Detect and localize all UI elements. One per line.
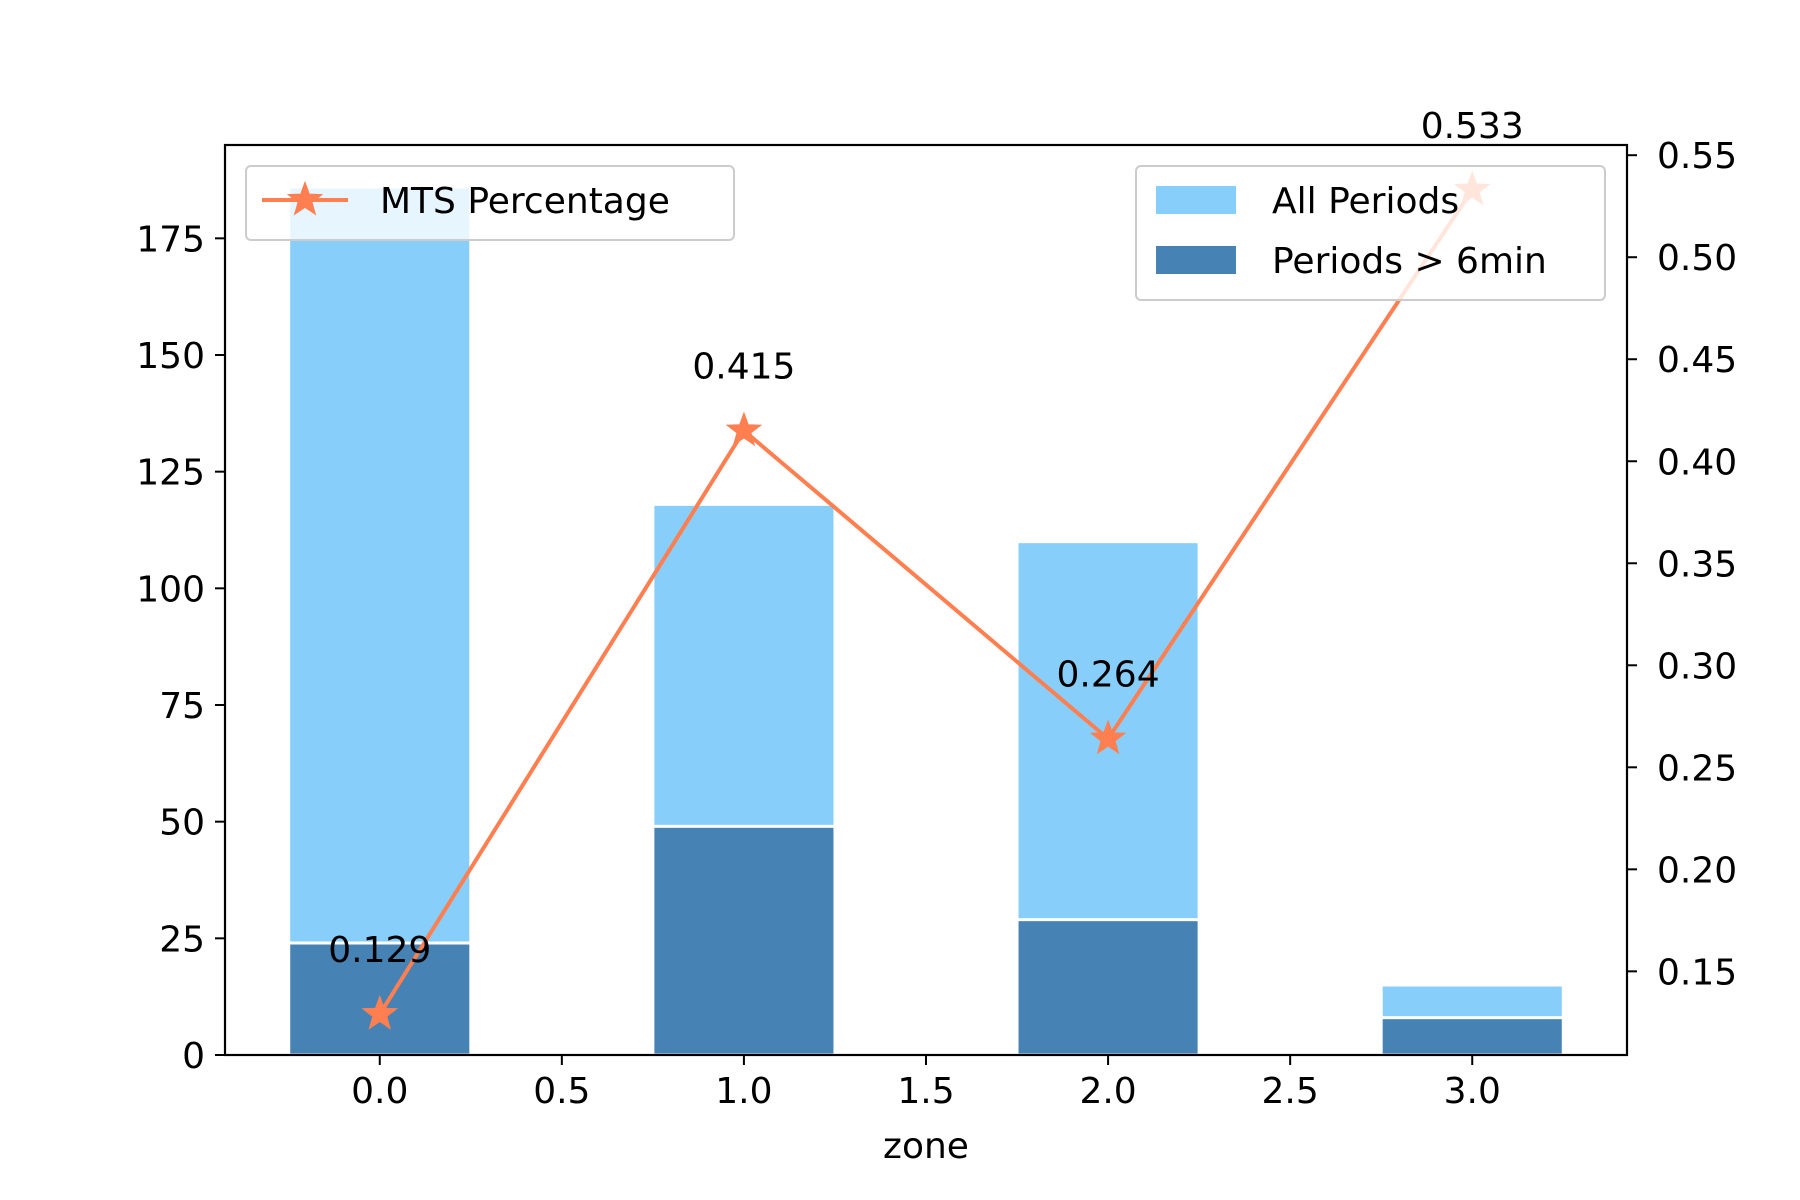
y-left-tick-label-2: 50 [159,803,205,844]
y-right-tick-label-5: 0.40 [1657,442,1737,483]
y-left-tick-label-7: 175 [136,219,205,260]
y-right-tick-label-0: 0.15 [1657,952,1737,993]
legend-label-periods-over-6min: Periods > 6min [1272,241,1547,282]
bar-periods-over-6min-2 [1015,918,1201,1057]
x-axis-label: zone [883,1126,969,1167]
y-left-tick-label-6: 150 [136,336,205,377]
bar-periods-over-6min-1 [651,824,837,1057]
y-right-tick-label-6: 0.45 [1657,340,1737,381]
value-label-3: 0.533 [1421,106,1524,147]
x-tick-label-4: 2.0 [1079,1071,1136,1112]
legend-label-all-periods: All Periods [1272,181,1459,222]
y-left-tick-label-5: 125 [136,453,205,494]
y-axis-left: 0 25 50 75 100 125 150 175 [136,219,225,1077]
y-right-tick-label-3: 0.30 [1657,646,1737,687]
y-axis-right: 0.15 0.20 0.25 0.30 0.35 0.40 0.45 0.50 0.55 [1627,136,1737,993]
y-left-tick-label-1: 25 [159,919,205,960]
y-right-tick-label-1: 0.20 [1657,850,1737,891]
y-left-tick-label-0: 0 [182,1036,205,1077]
bars-layer [287,185,1565,1057]
x-tick-label-5: 2.5 [1262,1071,1319,1112]
legend-bars-box [1135,165,1606,301]
x-tick-label-1: 0.5 [533,1071,590,1112]
x-tick-label-2: 1.0 [715,1071,772,1112]
y-right-tick-label-7: 0.50 [1657,238,1737,279]
legend-line-marker [286,180,324,216]
mts-percentage-marker-2 [1089,719,1127,755]
mts-percentage-line [378,188,1474,1016]
legend-swatch-all-periods [1156,186,1236,214]
mts-percentage-marker-0 [361,994,399,1030]
legend-line: MTS Percentage [245,165,735,241]
line-layer [361,170,1491,1030]
legend-line-box [245,165,735,241]
y-right-tick-label-8: 0.55 [1657,136,1737,177]
y-left-tick-label-4: 100 [136,569,205,610]
mts-percentage-marker-1 [725,411,763,447]
x-tick-label-6: 3.0 [1444,1071,1501,1112]
y-left-tick-label-3: 75 [159,686,205,727]
y-right-tick-label-4: 0.35 [1657,544,1737,585]
legend-swatch-periods-over-6min [1156,246,1236,274]
value-label-2: 0.264 [1057,655,1160,696]
x-axis: 0.0 0.5 1.0 1.5 2.0 2.5 3.0 [351,1055,1501,1112]
bar-all-periods-0 [287,185,473,1057]
legend-bars: All Periods Periods > 6min [1135,165,1606,301]
x-tick-label-3: 1.5 [897,1071,954,1112]
bar-periods-over-6min-3 [1379,1016,1565,1057]
value-labels: 0.129 0.415 0.264 0.533 [328,106,1524,971]
y-right-tick-label-2: 0.25 [1657,748,1737,789]
value-label-0: 0.129 [328,930,431,971]
value-label-1: 0.415 [692,347,795,388]
legend-line-label: MTS Percentage [380,181,670,222]
x-tick-label-0: 0.0 [351,1071,408,1112]
